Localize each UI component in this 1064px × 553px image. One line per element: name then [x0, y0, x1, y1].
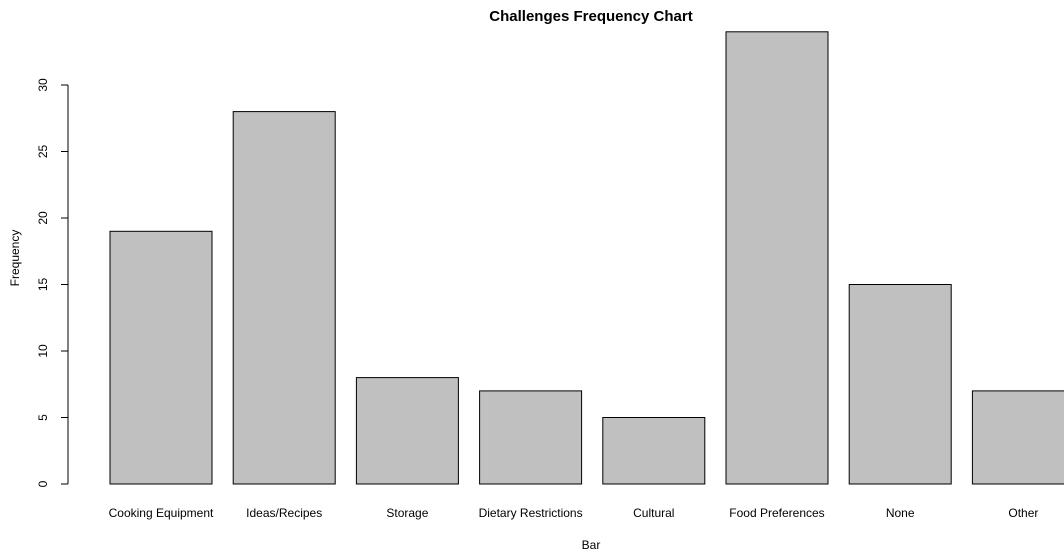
y-tick-label: 25	[36, 145, 50, 159]
y-tick-label: 20	[36, 211, 50, 225]
x-category-label: Cultural	[633, 506, 674, 520]
y-tick-label: 5	[36, 414, 50, 421]
x-category-label: Other	[1008, 506, 1038, 520]
chart-title: Challenges Frequency Chart	[489, 8, 692, 25]
y-axis-label: Frequency	[8, 230, 22, 287]
x-category-label: None	[886, 506, 915, 520]
bar	[848, 284, 952, 485]
x-category-label: Ideas/Recipes	[246, 506, 322, 520]
bar	[971, 390, 1064, 485]
y-tick-label: 15	[36, 278, 50, 292]
y-tick-label: 10	[36, 344, 50, 358]
y-tick-label: 0	[36, 480, 50, 487]
x-category-label: Storage	[386, 506, 428, 520]
bar	[109, 230, 213, 485]
bar	[602, 417, 706, 485]
category-labels: Cooking Equipment Ideas/Recipes Storage Die…	[109, 506, 1039, 520]
x-category-label: Cooking Equipment	[109, 506, 214, 520]
x-category-label: Dietary Restrictions	[479, 506, 583, 520]
x-axis-label: Bar	[582, 538, 601, 552]
bar	[355, 377, 459, 485]
y-axis: 0 5 10 15 20 25 30	[36, 78, 69, 487]
bar	[479, 390, 583, 485]
y-tick-label: 30	[36, 78, 50, 92]
bar	[725, 31, 829, 485]
bar	[232, 111, 336, 485]
bars-group	[109, 31, 1064, 485]
x-category-label: Food Preferences	[729, 506, 824, 520]
